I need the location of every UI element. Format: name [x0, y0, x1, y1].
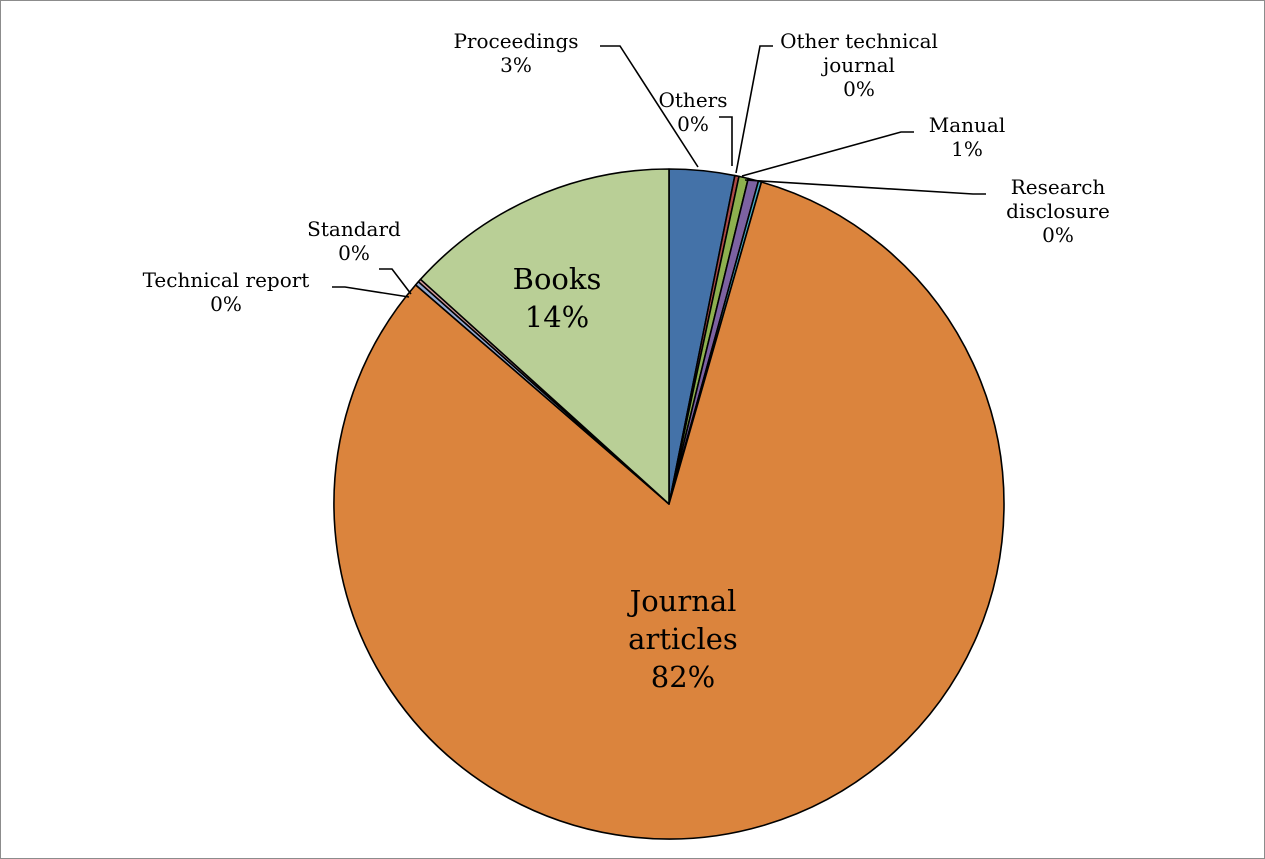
data-label-line: 0% — [1042, 223, 1074, 247]
data-label-line: 0% — [843, 77, 875, 101]
leader-line-other-technical-journal — [735, 45, 773, 174]
pie-slice-books — [419, 168, 670, 505]
data-label-research-disclosure: Research disclosure 0% — [1006, 175, 1110, 247]
data-label-line: Other technical — [780, 29, 938, 53]
data-label-books: Books 14% — [513, 262, 602, 334]
leader-line-proceedings — [600, 45, 699, 168]
data-label-line: Manual — [929, 113, 1005, 137]
data-label-line: Books — [513, 262, 602, 296]
data-label-proceedings: Proceedings 3% — [453, 29, 578, 77]
data-label-journal-articles: Journal articles 82% — [627, 584, 738, 694]
data-label-line: 3% — [500, 53, 532, 77]
data-label-line: Standard — [307, 217, 401, 241]
data-label-line: disclosure — [1006, 199, 1110, 223]
data-label-other-technical-journal: Other technical journal 0% — [780, 29, 938, 101]
data-label-line: Others — [659, 88, 728, 112]
leader-line-standard — [379, 268, 412, 295]
data-label-manual: Manual 1% — [929, 113, 1005, 161]
data-label-line: 82% — [651, 660, 715, 694]
data-label-line: 0% — [210, 292, 242, 316]
data-label-line: journal — [821, 53, 895, 77]
data-label-technical-report: Technical report 0% — [143, 268, 310, 316]
data-label-line: 1% — [951, 137, 983, 161]
data-label-others: Others 0% — [659, 88, 728, 136]
slices — [333, 168, 1005, 840]
data-label-line: Journal — [627, 584, 737, 618]
data-label-line: articles — [628, 622, 738, 656]
data-label-line: Research — [1011, 175, 1106, 199]
data-label-line: 0% — [338, 241, 370, 265]
data-label-line: Technical report — [143, 268, 310, 292]
data-label-standard: Standard 0% — [307, 217, 401, 265]
leader-line-manual — [741, 131, 914, 177]
data-labels: Proceedings 3%Others 0%Other technical jour… — [143, 29, 1110, 694]
data-label-line: Proceedings — [453, 29, 578, 53]
data-label-line: 0% — [677, 112, 709, 136]
leader-line-research-disclosure — [744, 179, 986, 195]
pie-slice-journal-articles — [333, 181, 1005, 840]
leader-line-others — [719, 116, 733, 166]
data-label-line: 14% — [525, 300, 589, 334]
leader-lines — [332, 45, 986, 298]
leader-line-technical-report — [332, 286, 410, 298]
